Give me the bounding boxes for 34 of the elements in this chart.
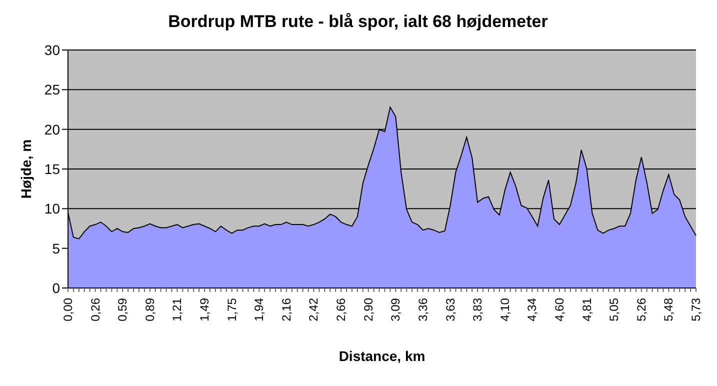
y-tick-label: 15	[44, 160, 60, 177]
x-tick-label: 0,89	[142, 298, 157, 322]
x-tick-label: 5,05	[607, 298, 622, 322]
x-tick-label: 2,66	[334, 298, 348, 322]
x-tick-label: 2,90	[361, 298, 376, 322]
x-tick-label: 0,59	[116, 298, 130, 322]
x-tick-label: 0,26	[88, 298, 102, 322]
x-tick-label: 3,63	[443, 298, 458, 322]
y-tick-label: 30	[44, 42, 60, 58]
y-tick-label: 25	[44, 82, 60, 98]
y-tick-label: 0	[52, 280, 60, 296]
x-tick-label: 0,00	[61, 298, 75, 322]
y-tick-label: 10	[44, 200, 60, 217]
x-tick-label: 1,49	[198, 298, 212, 322]
x-tick-label: 4,34	[525, 298, 540, 322]
x-tick-label: 3,09	[388, 298, 403, 322]
x-tick-label: 1,94	[252, 298, 266, 322]
x-tick-label: 4,10	[498, 298, 512, 322]
x-tick-label: 5,48	[662, 298, 676, 322]
x-axis-title: Distance, km	[338, 348, 426, 364]
x-tick-label: 4,81	[580, 298, 594, 322]
x-tick-label: 5,73	[689, 298, 703, 322]
chart-title: Bordrup MTB rute - blå spor, ialt 68 højdemeter	[167, 12, 549, 33]
x-tick-label: 2,16	[279, 298, 294, 322]
x-tick-label: 5,26	[634, 298, 648, 322]
x-tick-label: 3,83	[470, 298, 485, 322]
x-tick-label: 2,42	[306, 298, 321, 322]
x-tick-label: 4,60	[552, 298, 566, 322]
y-axis-title: Højde, m	[18, 139, 34, 199]
x-tick-label: 1,21	[170, 298, 184, 322]
y-tick-label: 20	[44, 121, 60, 138]
y-tick-label: 5	[52, 240, 60, 256]
x-tick-label: 1,75	[224, 298, 239, 322]
x-tick-label: 3,36	[416, 298, 430, 322]
